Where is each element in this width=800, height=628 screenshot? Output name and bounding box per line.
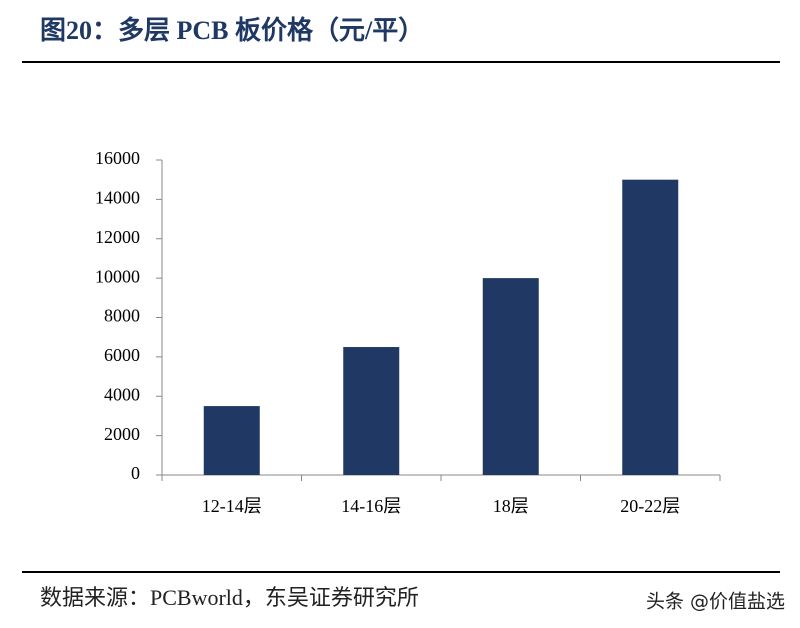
y-tick-label: 6000	[104, 345, 140, 365]
y-tick-label: 4000	[104, 384, 140, 404]
x-tick-label: 14-16层	[341, 496, 401, 516]
watermark: 头条 @价值盐选	[646, 591, 785, 613]
source: 数据来源：PCBworld，东吴证券研究所	[40, 585, 419, 610]
x-tick-label: 12-14层	[202, 496, 262, 516]
bar	[343, 347, 400, 475]
y-tick-label: 16000	[95, 148, 140, 168]
y-tick-label: 10000	[95, 266, 140, 286]
y-tick-label: 14000	[95, 188, 140, 208]
y-tick-label: 12000	[95, 227, 140, 247]
bar	[203, 406, 260, 475]
bar	[622, 179, 679, 475]
x-tick-label: 20-22层	[620, 496, 680, 516]
bar	[482, 278, 539, 475]
chart-title: 图20：多层 PCB 板价格（元/平）	[40, 15, 424, 45]
y-tick-label: 8000	[104, 306, 140, 326]
y-tick-label: 0	[131, 463, 140, 483]
y-tick-label: 2000	[104, 424, 140, 444]
x-tick-label: 18层	[493, 496, 529, 516]
